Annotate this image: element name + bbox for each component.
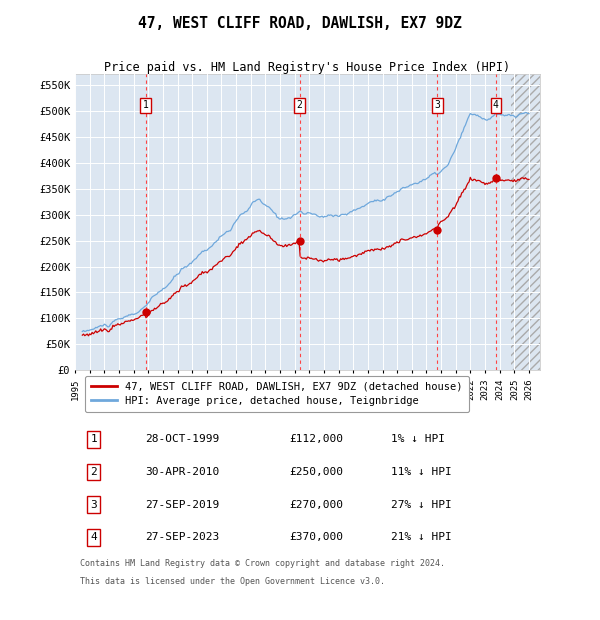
Text: £250,000: £250,000 [289,467,343,477]
Text: 3: 3 [90,500,97,510]
Text: 28-OCT-1999: 28-OCT-1999 [145,435,219,445]
Text: 1% ↓ HPI: 1% ↓ HPI [391,435,445,445]
Text: Contains HM Land Registry data © Crown copyright and database right 2024.: Contains HM Land Registry data © Crown c… [80,559,445,568]
Text: 11% ↓ HPI: 11% ↓ HPI [391,467,452,477]
Text: 3: 3 [434,100,440,110]
Text: 2: 2 [90,467,97,477]
Text: 27% ↓ HPI: 27% ↓ HPI [391,500,452,510]
Text: This data is licensed under the Open Government Licence v3.0.: This data is licensed under the Open Gov… [80,577,385,586]
Title: Price paid vs. HM Land Registry's House Price Index (HPI): Price paid vs. HM Land Registry's House … [104,61,511,74]
Text: 2: 2 [296,100,302,110]
Text: £370,000: £370,000 [289,533,343,542]
Text: 27-SEP-2019: 27-SEP-2019 [145,500,219,510]
Legend: 47, WEST CLIFF ROAD, DAWLISH, EX7 9DZ (detached house), HPI: Average price, deta: 47, WEST CLIFF ROAD, DAWLISH, EX7 9DZ (d… [85,376,469,412]
Bar [511,74,540,370]
Text: 1: 1 [90,435,97,445]
Text: £112,000: £112,000 [289,435,343,445]
Text: £270,000: £270,000 [289,500,343,510]
Text: 1: 1 [143,100,149,110]
Text: 4: 4 [493,100,499,110]
Text: 47, WEST CLIFF ROAD, DAWLISH, EX7 9DZ: 47, WEST CLIFF ROAD, DAWLISH, EX7 9DZ [138,16,462,30]
Text: 21% ↓ HPI: 21% ↓ HPI [391,533,452,542]
Text: 30-APR-2010: 30-APR-2010 [145,467,219,477]
Text: 27-SEP-2023: 27-SEP-2023 [145,533,219,542]
Text: 4: 4 [90,533,97,542]
